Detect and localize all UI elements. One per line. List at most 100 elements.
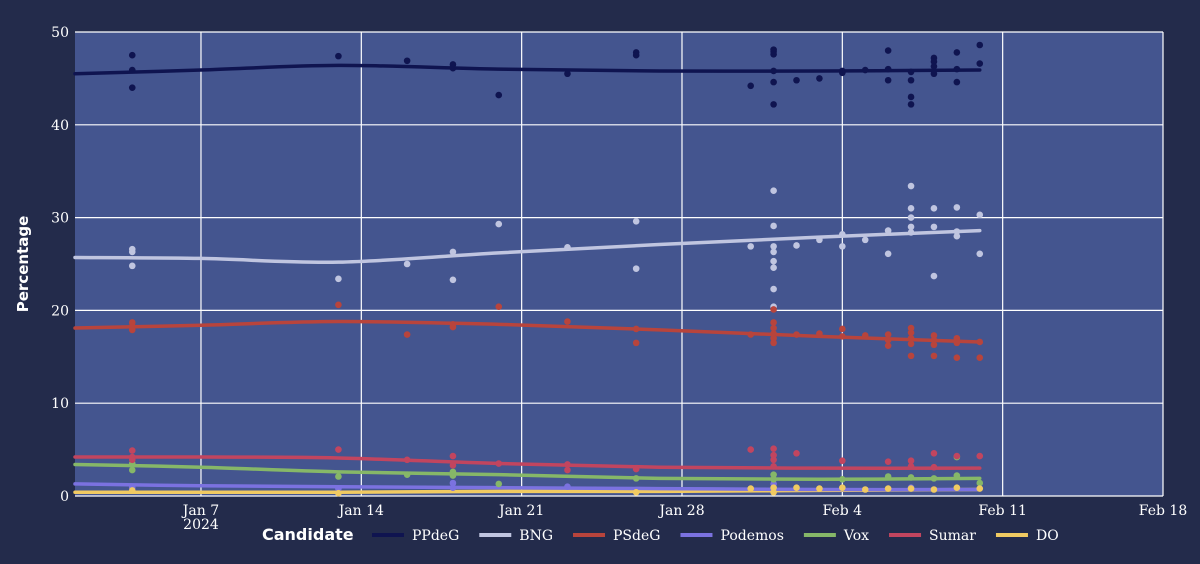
legend-label: PSdeG	[613, 528, 660, 544]
data-point	[953, 484, 961, 491]
data-point	[449, 452, 457, 460]
data-point	[449, 323, 457, 331]
data-point	[884, 227, 892, 234]
data-point	[907, 205, 915, 212]
data-point	[953, 334, 961, 342]
data-point	[335, 473, 342, 480]
data-point	[770, 471, 777, 478]
data-point	[564, 466, 571, 474]
trend-line	[73, 63, 982, 76]
data-point	[907, 352, 915, 360]
data-point	[564, 243, 571, 251]
data-point	[861, 236, 869, 244]
data-point	[403, 57, 411, 65]
data-point	[930, 332, 938, 339]
data-point	[839, 475, 846, 483]
data-point	[953, 78, 961, 86]
data-point	[953, 452, 961, 460]
data-point	[770, 475, 777, 483]
y-tick-label: 10	[51, 396, 69, 412]
data-point	[632, 339, 640, 347]
data-point	[861, 486, 869, 493]
data-point	[770, 50, 777, 58]
y-tick-label: 40	[51, 118, 69, 134]
data-point	[495, 460, 503, 467]
data-point	[770, 451, 777, 459]
data-points	[128, 41, 984, 497]
data-point	[953, 65, 961, 73]
legend-title: Candidate	[262, 525, 354, 544]
data-point	[976, 60, 984, 67]
plot-background	[75, 32, 1163, 496]
data-point	[747, 82, 755, 90]
data-point	[128, 248, 136, 256]
y-tick-label: 0	[60, 489, 69, 505]
x-tick-label: Jan 7	[181, 503, 219, 519]
data-point	[907, 457, 915, 465]
data-point	[128, 487, 136, 494]
data-point	[770, 445, 777, 452]
y-axis-title: Percentage	[14, 216, 32, 313]
data-point	[884, 473, 892, 480]
data-point	[930, 70, 938, 78]
data-point	[884, 47, 892, 54]
data-point	[128, 51, 136, 59]
x-tick-label: Feb 11	[978, 503, 1026, 519]
data-point	[884, 76, 892, 84]
data-point	[495, 91, 503, 99]
legend-label: Podemos	[720, 528, 783, 544]
data-point	[770, 306, 777, 313]
data-point	[770, 463, 777, 470]
data-point	[564, 483, 571, 491]
data-point	[495, 303, 503, 310]
data-point	[839, 69, 846, 77]
data-point	[793, 331, 800, 338]
legend-label: DO	[1036, 528, 1059, 544]
data-point	[632, 488, 640, 496]
data-point	[839, 243, 846, 250]
data-point	[449, 276, 457, 284]
data-point	[976, 354, 984, 362]
data-point	[907, 485, 915, 492]
data-point	[793, 450, 800, 457]
data-point	[564, 70, 571, 78]
data-point	[976, 211, 984, 219]
legend-label: PPdeG	[412, 528, 459, 544]
data-point	[128, 262, 136, 270]
data-point	[747, 485, 755, 492]
data-point	[449, 248, 457, 256]
data-point	[770, 264, 777, 272]
data-point	[861, 332, 869, 339]
data-point	[930, 486, 938, 493]
data-point	[816, 330, 823, 337]
data-point	[907, 329, 915, 336]
data-point	[884, 342, 892, 349]
data-point	[907, 214, 915, 221]
data-point	[930, 223, 938, 231]
data-point	[953, 49, 961, 56]
data-point	[128, 326, 136, 334]
data-point	[953, 472, 961, 479]
data-point	[128, 456, 136, 464]
data-point	[747, 243, 755, 250]
data-point	[449, 462, 457, 469]
data-point	[907, 182, 915, 190]
data-point	[770, 257, 777, 265]
data-point	[632, 218, 640, 225]
data-point	[770, 456, 777, 464]
data-point	[930, 450, 938, 457]
data-point	[128, 84, 136, 91]
data-point	[449, 64, 457, 72]
data-point	[816, 75, 823, 82]
data-point	[793, 484, 800, 491]
data-point	[907, 334, 915, 342]
data-point	[884, 331, 892, 338]
data-point	[839, 484, 846, 491]
data-point	[953, 228, 961, 235]
data-point	[884, 65, 892, 73]
data-point	[839, 457, 846, 465]
legend-label: Vox	[843, 528, 869, 544]
data-point	[953, 232, 961, 240]
